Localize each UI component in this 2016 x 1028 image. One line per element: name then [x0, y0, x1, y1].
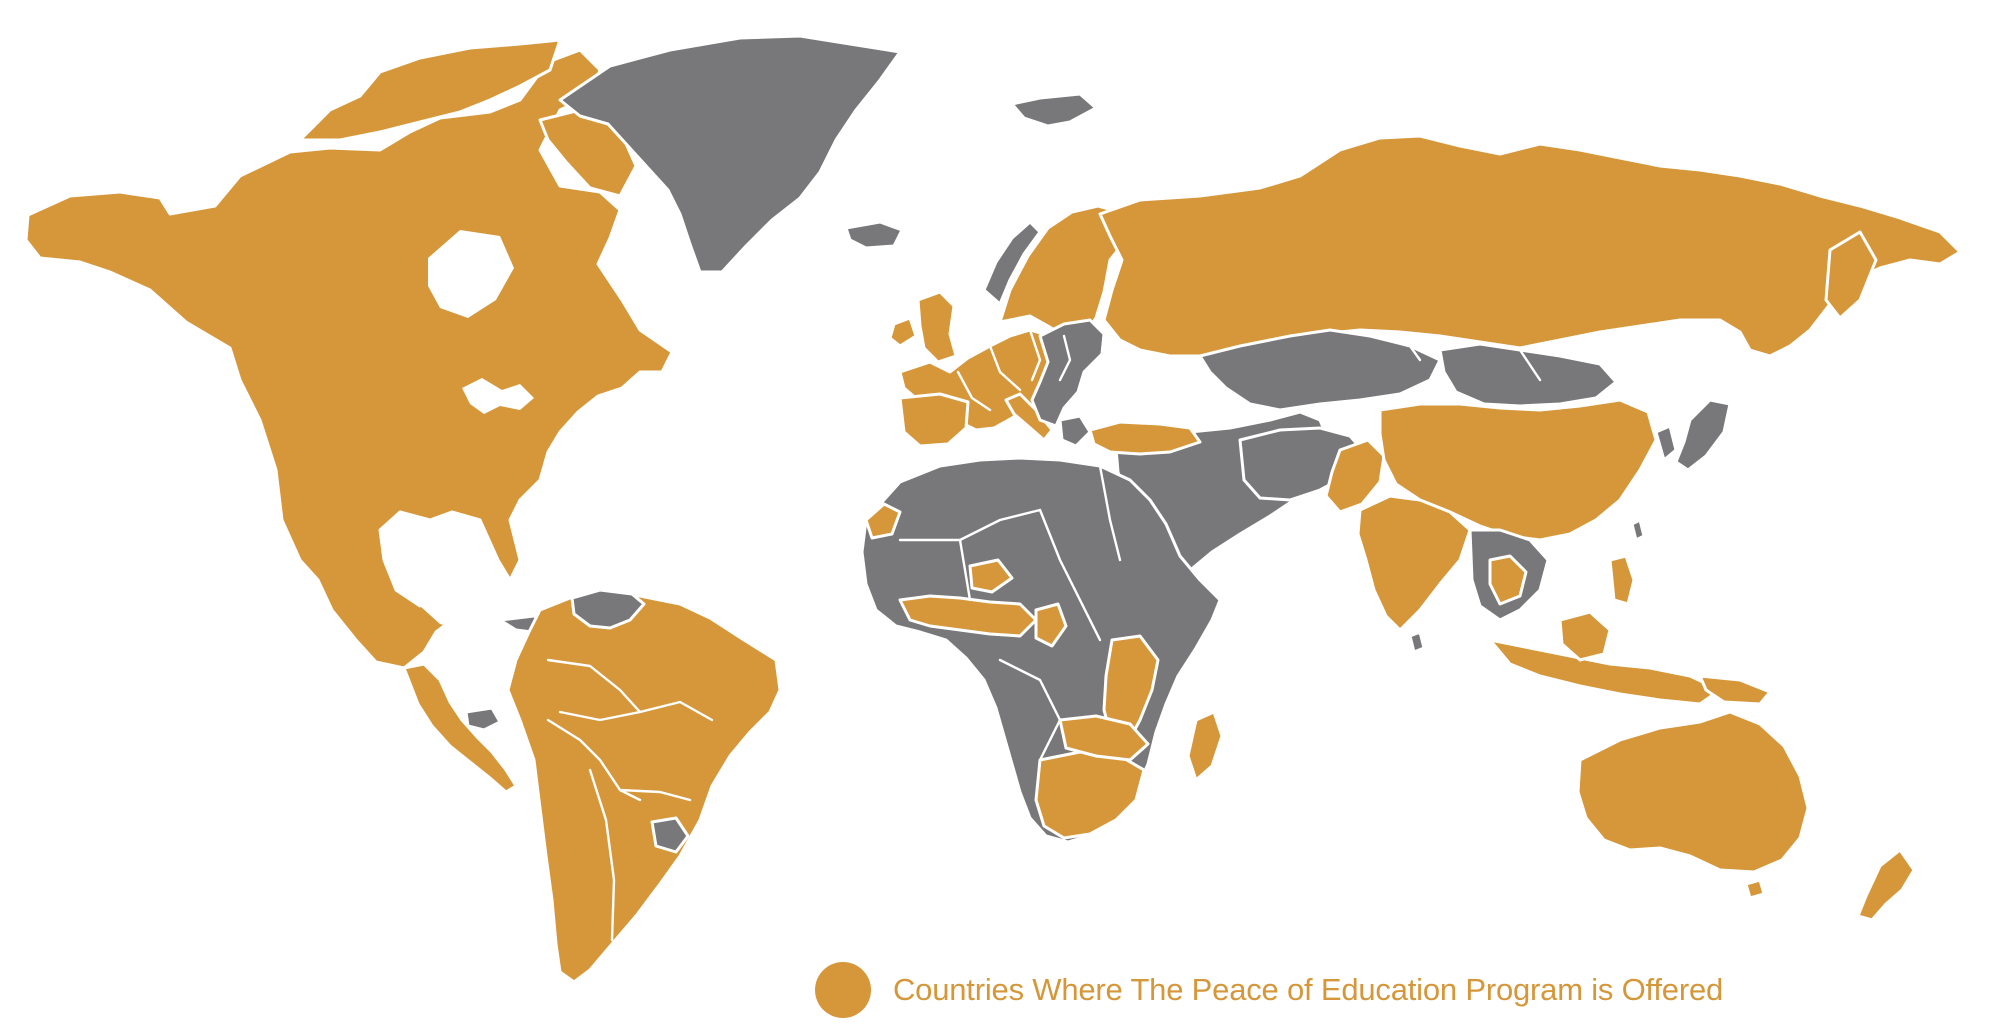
lakes [420, 230, 534, 630]
region-uruguay [650, 816, 690, 854]
region-russia [1098, 134, 1962, 358]
region-venezuela [570, 588, 646, 630]
region-kamchatka [1824, 230, 1878, 320]
region-western-sahara [864, 502, 902, 540]
region-greenland [558, 34, 902, 274]
region-west-africa [898, 594, 1038, 638]
region-svalbard [1010, 92, 1098, 128]
lake-great-lakes [462, 378, 534, 414]
region-south-america [506, 590, 782, 984]
region-cameroon [1034, 602, 1068, 648]
lake-hudson-bay [428, 230, 514, 318]
region-eastern-europe [1030, 318, 1106, 428]
region-papua-new-guinea [1698, 674, 1772, 706]
region-norway-coast [982, 220, 1042, 306]
map-legend: Countries Where The Peace of Education P… [815, 962, 1723, 1018]
region-korea [1654, 424, 1678, 462]
region-taiwan [1630, 518, 1646, 542]
region-china [1378, 398, 1658, 542]
region-india [1356, 494, 1472, 632]
lake-gulf-of-mexico [420, 574, 510, 630]
region-iceland [844, 220, 904, 250]
region-tasmania [1744, 878, 1766, 900]
region-new-zealand [1856, 848, 1916, 922]
region-madagascar [1186, 710, 1224, 782]
region-pakistan [1324, 438, 1386, 514]
africa-borders [898, 464, 1122, 762]
region-thailand-cambodia [1488, 554, 1528, 606]
region-central-america [402, 662, 518, 794]
region-iberia [898, 392, 970, 448]
region-honduras [464, 706, 502, 732]
legend-swatch [815, 962, 871, 1018]
region-italy [1004, 392, 1054, 442]
region-ireland [888, 316, 918, 348]
asia-borders [1398, 330, 1622, 384]
region-southern-africa [1034, 750, 1146, 840]
europe-borders [956, 328, 1072, 412]
region-kazakhstan [1198, 328, 1442, 412]
region-turkey [1088, 420, 1202, 456]
region-sri-lanka [1408, 630, 1426, 654]
north-america-offered [24, 38, 674, 794]
region-australia [1576, 710, 1810, 874]
region-canada-usa [24, 48, 674, 670]
south-america-borders [546, 658, 714, 942]
region-philippines [1608, 554, 1636, 606]
region-burkina-faso [968, 558, 1014, 594]
region-uk [916, 290, 958, 364]
region-zambia-zimbabwe [1058, 714, 1150, 762]
region-mongolia [1438, 342, 1618, 408]
region-arctic-archipelago [298, 38, 562, 142]
legend-label: Countries Where The Peace of Education P… [893, 972, 1724, 1007]
region-japan [1674, 398, 1732, 472]
region-borneo [1558, 610, 1612, 662]
region-greece [1058, 414, 1092, 448]
